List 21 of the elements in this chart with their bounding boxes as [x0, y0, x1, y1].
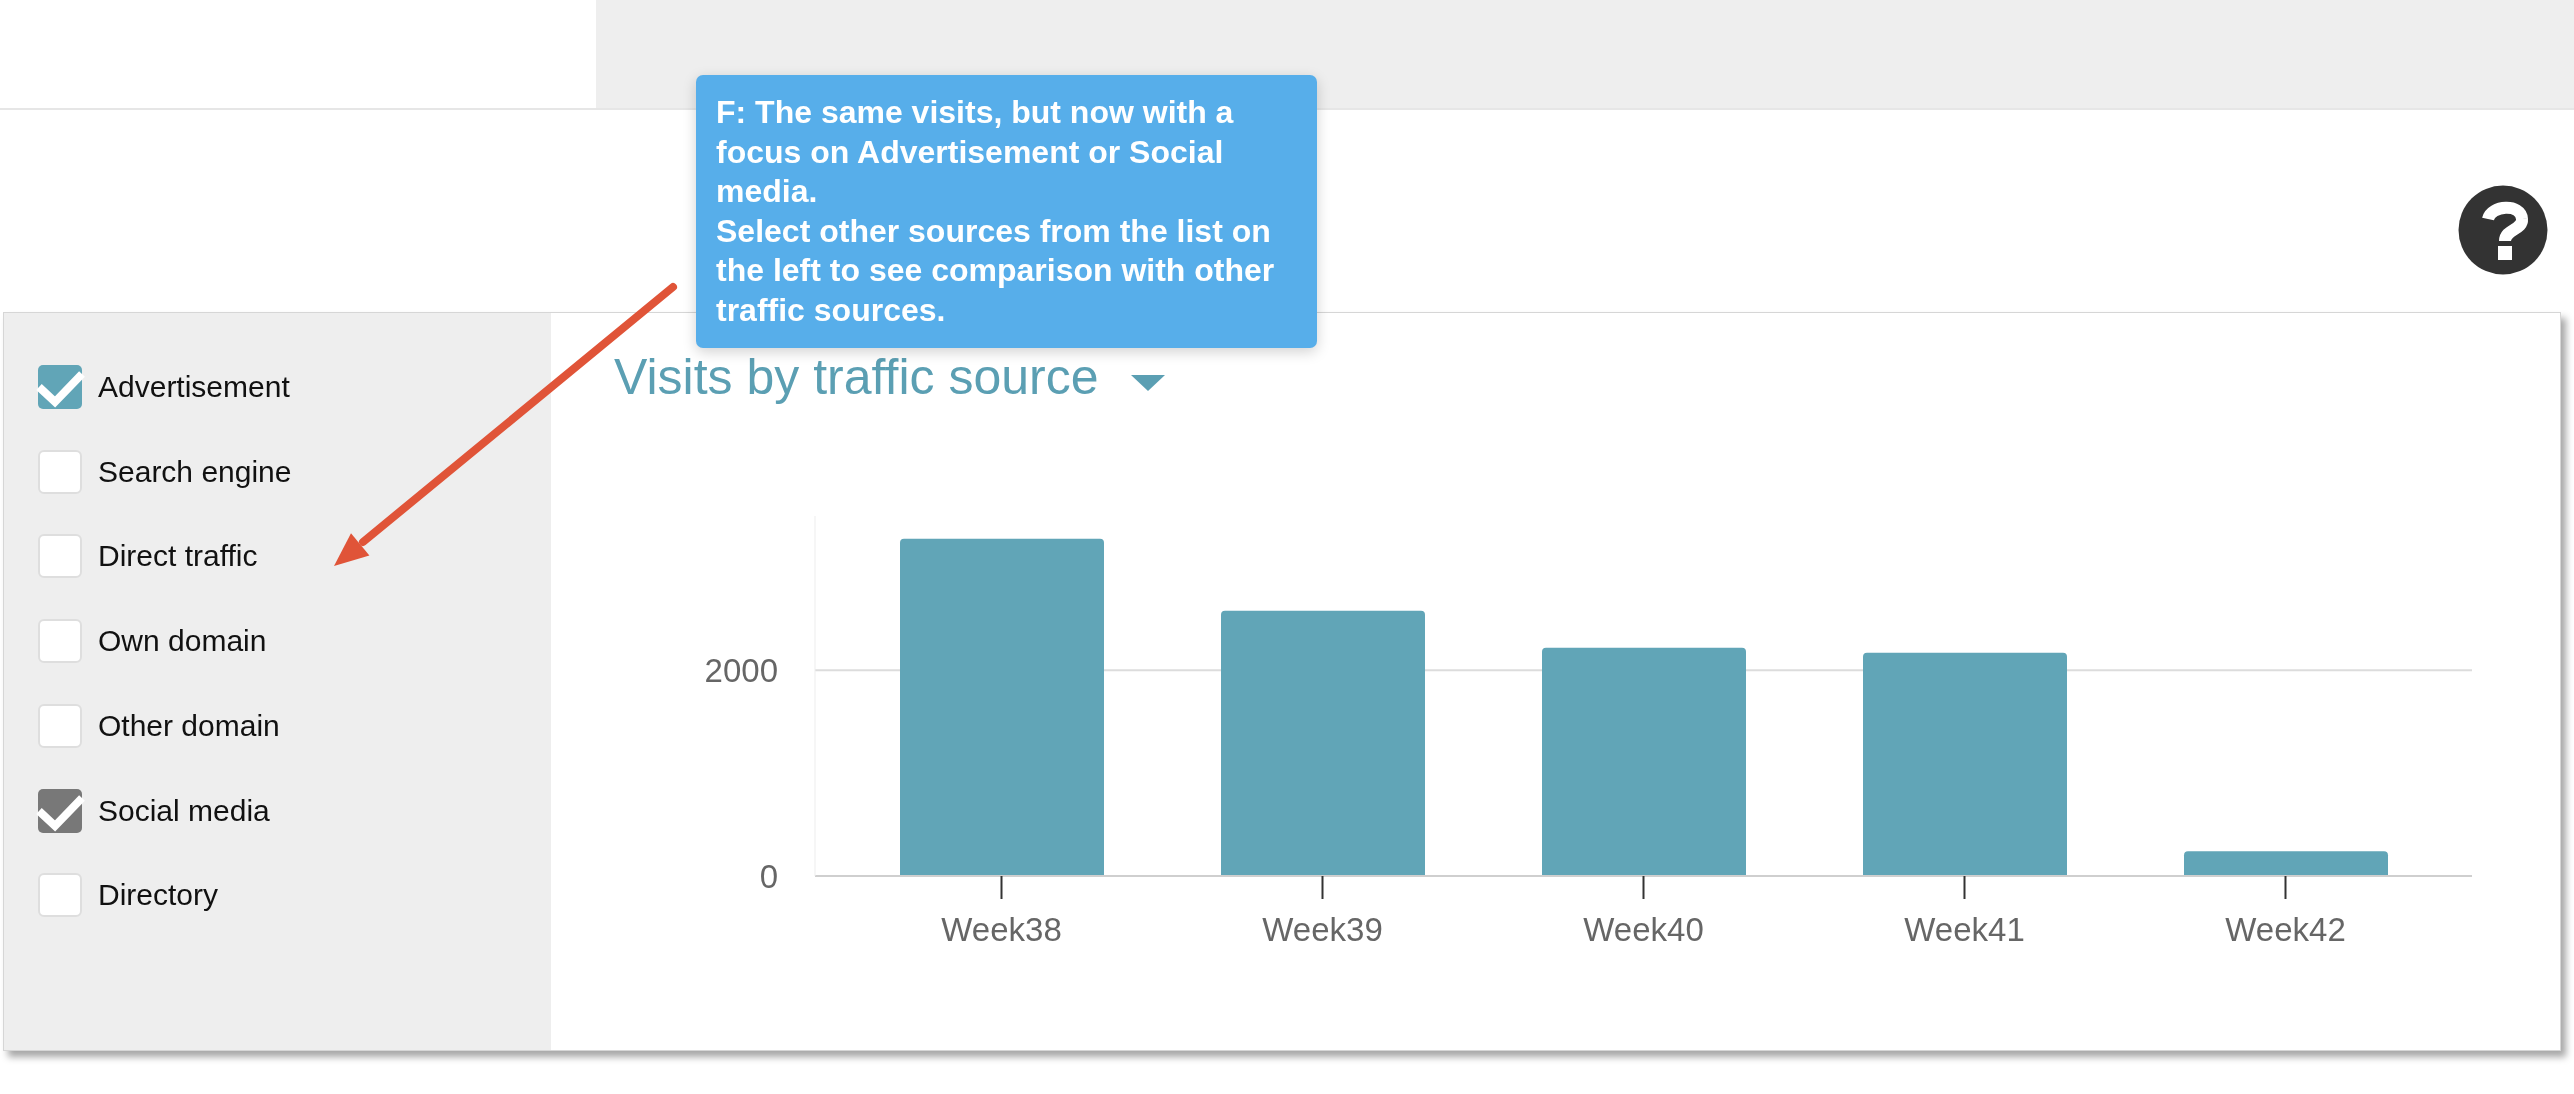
text: Advertisement [98, 369, 290, 405]
x-tick-label: Week40 [1583, 911, 1704, 948]
x-tick-label: Week38 [941, 911, 1062, 948]
text: F: The same visits, but now with a focus on Advertisement or Social media. Select other sources from the list on the left to see comparison with other traffic sources. [696, 75, 1317, 348]
x-tick-label: Week42 [2225, 911, 2346, 948]
text: Other domain [98, 707, 280, 744]
chart-title: Visits by traffic source [614, 348, 1099, 407]
text: Direct traffic [98, 538, 258, 575]
bar [1863, 652, 2067, 876]
text: Directory [98, 877, 219, 914]
bar [2184, 851, 2388, 876]
bar [1542, 647, 1746, 876]
y-tick-label: 0 [759, 857, 778, 895]
text: Own domain [98, 623, 267, 660]
text: Social media [98, 792, 270, 829]
text: Search engine [98, 453, 292, 490]
bar [1221, 610, 1425, 876]
x-tick-label: Week41 [1904, 911, 2025, 948]
x-tick-label: Week39 [1262, 911, 1383, 948]
bar [900, 538, 1104, 876]
y-tick-label: 2000 [704, 652, 778, 689]
